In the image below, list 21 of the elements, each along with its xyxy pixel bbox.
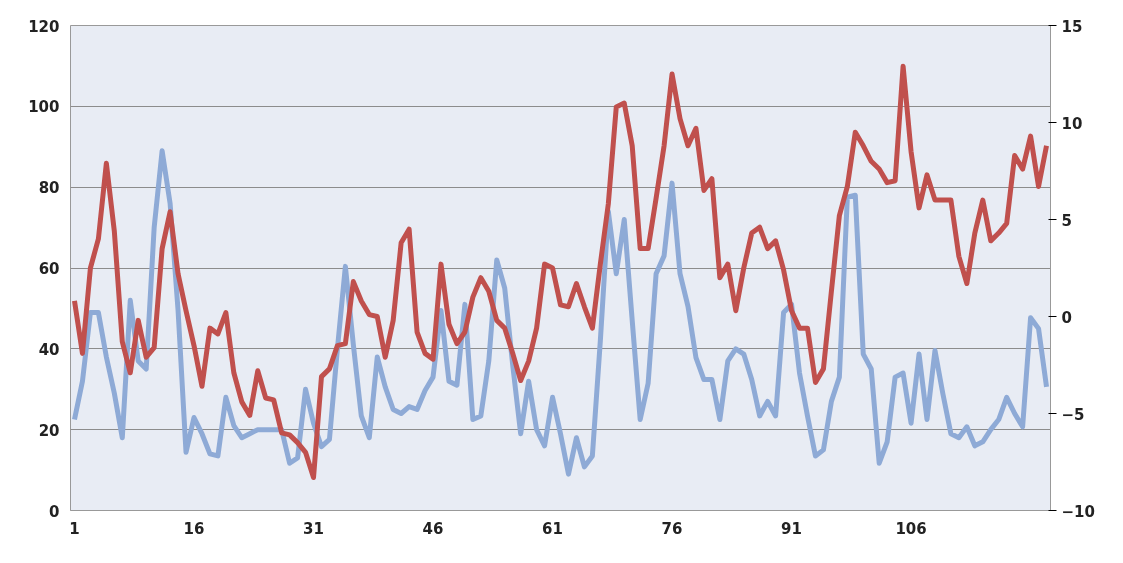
- y-tick-label: 120: [28, 17, 60, 36]
- x-tick-label: 106: [895, 519, 927, 538]
- y-tick-label: 0: [49, 502, 60, 521]
- x-tick-label: 31: [303, 519, 324, 538]
- y2-tick-label: 0: [1061, 308, 1072, 327]
- y-tick-label: 80: [38, 179, 60, 198]
- x-tick-label: 16: [183, 519, 205, 538]
- y-tick-label: 20: [38, 421, 60, 440]
- y-tick-label: 40: [38, 340, 60, 359]
- x-tick-label: 1: [69, 519, 80, 538]
- y2-tick-label: 15: [1061, 17, 1083, 36]
- y2-tick-label: 5: [1061, 211, 1072, 230]
- x-tick-label: 46: [422, 519, 444, 538]
- x-tick-label: 76: [661, 519, 683, 538]
- y-tick-label: 60: [38, 260, 60, 278]
- y2-tick-label: 10: [1061, 114, 1083, 133]
- y2-tick-label: −10: [1061, 502, 1095, 521]
- y2-tick-label: −5: [1061, 405, 1085, 424]
- x-tick-label: 91: [781, 519, 802, 538]
- y-tick-label: 100: [28, 98, 60, 117]
- x-tick-label: 61: [542, 519, 563, 538]
